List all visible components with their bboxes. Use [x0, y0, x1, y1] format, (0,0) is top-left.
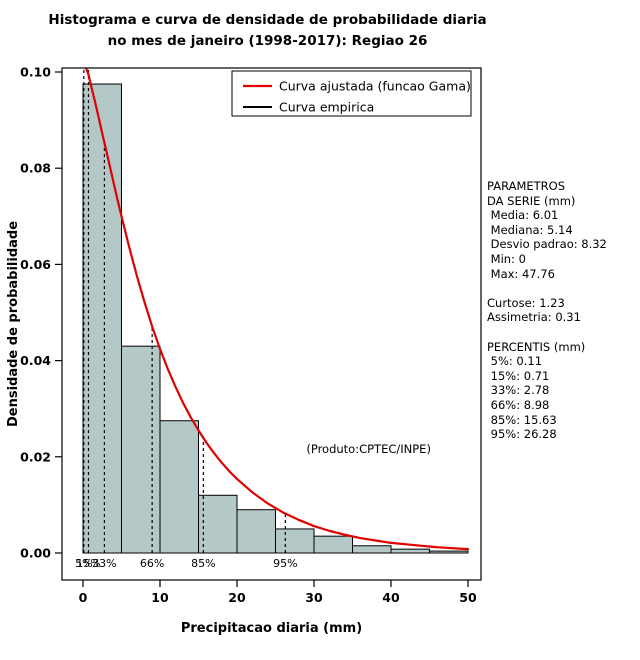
stats-line: PARAMETROS — [487, 179, 566, 193]
stats-line: 15%: 0.71 — [487, 368, 550, 383]
histogram-bar — [236, 509, 276, 554]
gamma-curve — [84, 68, 470, 551]
legend-box — [231, 70, 472, 117]
percentile-label: 15% — [76, 557, 100, 570]
chart-title-line1: Histograma e curva de densidade de proba… — [48, 12, 487, 28]
chart-title: Histograma e curva de densidade de proba… — [0, 10, 535, 52]
stats-line: Media: 6.01 — [487, 208, 559, 223]
x-tick-label: 20 — [228, 590, 246, 605]
histogram-bar — [159, 420, 199, 554]
annotation-text: (Produto:CPTEC/INPE) — [306, 442, 431, 456]
stats-panel: PARAMETROS DA SERIE (mm) Media: 6.01 Medi… — [487, 179, 607, 442]
y-tick-label: 0.00 — [20, 546, 51, 561]
gamma-curve-group — [84, 68, 470, 551]
y-tick-label: 0.08 — [20, 161, 51, 176]
stats-line: Assimetria: 0.31 — [487, 310, 581, 325]
histogram-bar — [82, 83, 122, 554]
x-axis: 0 10 20 30 40 50 — [79, 580, 477, 605]
legend-label: Curva ajustada (funcao Gama) — [279, 79, 471, 94]
percentile-lines — [83, 68, 286, 553]
x-tick-label: 40 — [382, 590, 400, 605]
histogram-bar — [429, 550, 469, 554]
legend-label: Curva empirica — [279, 100, 374, 115]
y-tick-label: 0.06 — [20, 257, 51, 272]
y-tick-label: 0.02 — [20, 449, 51, 464]
percentile-label: 5% — [75, 557, 92, 570]
histogram-bars — [82, 83, 469, 554]
chart-title-line2: no mes de janeiro (1998-2017): Regiao 26 — [107, 33, 428, 49]
percentile-labels: 5%15%33% 66% 85% 95% — [75, 557, 297, 570]
x-axis-title: Precipitacao diaria (mm) — [181, 621, 362, 636]
x-tick-label: 10 — [151, 590, 169, 605]
histogram-bar — [121, 345, 161, 554]
stats-line: 85%: 15.63 — [487, 412, 557, 427]
stats-line: 95%: 26.28 — [487, 427, 557, 442]
histogram-bar — [198, 494, 238, 554]
legend: Curva ajustada (funcao Gama) Curva empiri… — [231, 70, 472, 117]
stats-line — [487, 325, 607, 340]
percentile-label: 85% — [191, 557, 215, 570]
percentile-label: 95% — [273, 557, 297, 570]
plot-box — [61, 67, 482, 581]
stats-line: PERCENTIS (mm) — [487, 339, 586, 354]
x-tick-label: 50 — [459, 590, 477, 605]
x-tick-label: 30 — [305, 590, 323, 605]
histogram-bar — [275, 528, 315, 554]
percentile-label: 33% — [92, 557, 116, 570]
stats-line: 33%: 2.78 — [487, 383, 550, 398]
stats-line: Curtose: 1.23 — [487, 295, 565, 310]
x-tick-label: 0 — [79, 590, 88, 605]
y-axis: 0.00 0.02 0.04 0.06 0.08 0.10 — [20, 65, 62, 561]
stats-line: Min: 0 — [487, 251, 526, 266]
y-axis-title: Densidade de probabilidade — [6, 221, 21, 427]
stats-line: 66%: 8.98 — [487, 397, 550, 412]
y-tick-label: 0.10 — [20, 65, 51, 80]
stats-line: Max: 47.76 — [487, 266, 555, 281]
stats-line: 5%: 0.11 — [487, 354, 543, 369]
stats-line: DA SERIE (mm) — [487, 193, 576, 208]
percentile-label: 66% — [140, 557, 164, 570]
stats-line: Mediana: 5.14 — [487, 222, 573, 237]
histogram-bar — [352, 545, 392, 554]
y-tick-label: 0.04 — [20, 353, 51, 368]
stats-line — [487, 281, 607, 296]
stats-line: Desvio padrao: 8.32 — [487, 237, 607, 252]
histogram-bar — [313, 535, 353, 554]
histogram-bar — [390, 548, 430, 554]
